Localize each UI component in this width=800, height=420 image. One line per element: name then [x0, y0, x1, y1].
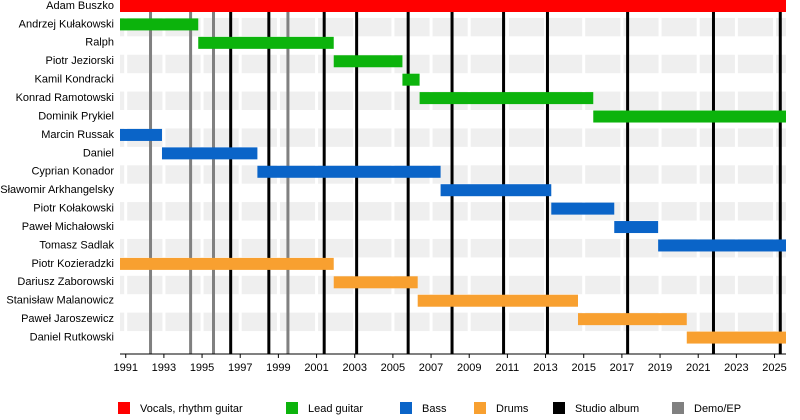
- x-tick-label: 2003: [342, 362, 366, 374]
- legend-label: Drums: [496, 403, 529, 415]
- member-label: Kamil Kondracki: [35, 74, 114, 86]
- x-tick-label: 2015: [571, 362, 595, 374]
- legend-label: Bass: [422, 403, 447, 415]
- member-label: Adam Buszko: [46, 0, 114, 12]
- x-tick-label: 2019: [648, 362, 672, 374]
- bar: [686, 331, 786, 344]
- member-label: Piotr Kozieradzki: [31, 258, 114, 270]
- member-label: Paweł Michałowski: [22, 221, 114, 233]
- legend-swatch: [672, 402, 684, 414]
- x-tick-label: 1997: [228, 362, 252, 374]
- member-label: Ralph: [85, 37, 114, 49]
- bar: [120, 18, 199, 31]
- x-tick-label: 1995: [190, 362, 214, 374]
- legend-swatch: [553, 402, 565, 414]
- bar: [161, 147, 258, 160]
- member-label: Andrzej Kułakowski: [19, 18, 114, 30]
- bar: [419, 92, 594, 105]
- bar: [257, 165, 441, 178]
- x-tick-label: 2005: [381, 362, 405, 374]
- x-tick-label: 2025: [762, 362, 786, 374]
- x-tick-label: 2021: [686, 362, 710, 374]
- x-tick-label: 2013: [533, 362, 557, 374]
- bar: [333, 55, 403, 68]
- bar: [417, 294, 578, 307]
- member-label: Sławomir Arkhangelsky: [0, 184, 114, 196]
- bar: [614, 221, 659, 234]
- x-tick-label: 2017: [610, 362, 634, 374]
- legend-label: Vocals, rhythm guitar: [140, 403, 243, 415]
- x-tick-label: 2009: [457, 362, 481, 374]
- bar: [333, 276, 418, 289]
- x-tick-label: 2023: [724, 362, 748, 374]
- legend-swatch: [118, 402, 130, 414]
- bar: [440, 184, 552, 197]
- bar: [120, 257, 334, 270]
- x-tick-label: 1993: [152, 362, 176, 374]
- member-label: Daniel Rutkowski: [30, 331, 114, 343]
- x-tick-label: 2007: [419, 362, 443, 374]
- member-label: Stanisław Malanowicz: [6, 295, 114, 307]
- bar: [198, 36, 334, 49]
- x-tick-label: 2011: [496, 362, 520, 374]
- x-tick-label: 1991: [113, 362, 137, 374]
- legend-swatch: [286, 402, 298, 414]
- member-label: Piotr Kołakowski: [33, 203, 114, 215]
- bar: [402, 73, 420, 86]
- member-label: Tomasz Sadlak: [39, 239, 114, 251]
- bar: [551, 202, 615, 215]
- legend-label: Lead guitar: [308, 403, 363, 415]
- member-label: Daniel: [83, 147, 114, 159]
- x-tick-label: 1999: [266, 362, 290, 374]
- member-label: Cyprian Konador: [31, 166, 114, 178]
- member-label: Marcin Russak: [41, 129, 114, 141]
- member-label: Piotr Jeziorski: [46, 55, 114, 67]
- bar: [577, 313, 687, 326]
- member-label: Dariusz Zaborowski: [17, 276, 114, 288]
- x-tick-label: 2001: [304, 362, 328, 374]
- bar: [120, 128, 162, 141]
- legend-swatch: [400, 402, 412, 414]
- member-label: Konrad Ramotowski: [16, 92, 114, 104]
- member-label: Dominik Prykiel: [38, 110, 114, 122]
- bar: [658, 239, 786, 252]
- legend-swatch: [474, 402, 486, 414]
- member-label: Paweł Jaroszewicz: [21, 313, 114, 325]
- bar: [120, 0, 786, 12]
- legend-label: Demo/EP: [694, 403, 741, 415]
- legend-label: Studio album: [575, 403, 639, 415]
- bar: [593, 110, 786, 123]
